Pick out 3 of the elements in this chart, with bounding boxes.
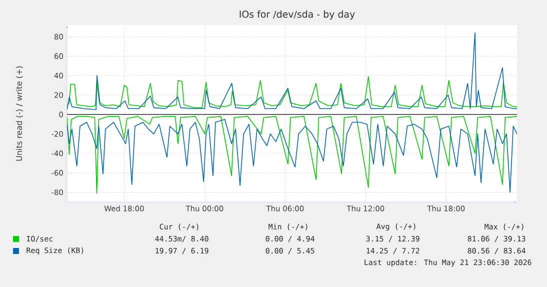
chart-title: IOs for /dev/sda - by day (240, 10, 355, 20)
line-series (67, 32, 518, 110)
line-series (67, 76, 518, 108)
